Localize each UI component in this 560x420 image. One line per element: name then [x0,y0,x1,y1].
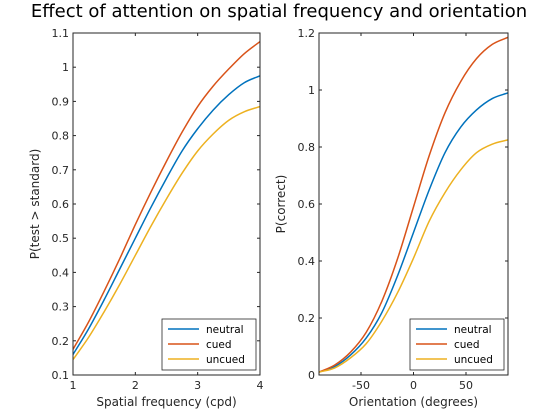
series-line-cued [73,40,260,350]
y-axis-label: P(test > standard) [28,149,42,260]
x-tick-label: 0 [410,379,417,392]
plot-area [73,33,260,375]
x-tick-label: 3 [194,379,201,392]
x-tick-label: 2 [132,379,139,392]
series-lines [73,40,260,361]
y-tick-label: 0.2 [52,335,70,348]
y-tick-label: 0.4 [52,266,70,279]
legend-label-neutral: neutral [206,324,244,336]
y-tick-label: 0.7 [52,164,70,177]
figure-title: Effect of attention on spatial frequency… [31,1,527,22]
x-tick-label: 1 [70,379,77,392]
x-axis-label: Orientation (degrees) [349,395,478,409]
y-tick-label: 0.6 [298,198,316,211]
y-tick-label: 1 [308,84,315,97]
y-tick-label: 1 [62,61,69,74]
legend: neutral cued uncued [161,318,257,371]
series-line-cued [319,36,508,373]
y-tick-label: 0.5 [52,232,70,245]
y-tick-label: 0.3 [52,301,70,314]
legend-label-uncued: uncued [454,354,493,366]
x-axis-label: Spatial frequency (cpd) [96,395,236,409]
y-tick-label: 0.8 [52,130,70,143]
y-tick-label: 0.9 [52,95,70,108]
y-tick-label: 1.2 [298,27,316,40]
left-chart-spatial-frequency: 0.1 0.2 0.3 0.4 0.5 0.6 0.7 0.8 0.9 1 1.1 1 2 3 4 Spati… [28,27,264,409]
y-tick-label: 0.4 [298,255,316,268]
plot-area [319,33,508,375]
y-tick-label: 0 [308,369,315,382]
y-tick-label: 0.1 [52,369,70,382]
x-tick-label: -50 [352,379,370,392]
series-line-neutral [319,92,508,373]
y-axis-label: P(correct) [274,175,288,234]
legend-label-uncued: uncued [206,354,245,366]
x-tick-label: 50 [459,379,473,392]
y-tick-label: 1.1 [52,27,70,40]
legend-label-cued: cued [206,339,232,351]
y-tick-label: 0.6 [52,198,70,211]
series-lines [319,36,508,373]
legend: neutral cued uncued [409,318,505,371]
series-line-neutral [73,75,260,355]
y-tick-label: 0.8 [298,141,316,154]
x-tick-label: 4 [257,379,264,392]
legend-label-cued: cued [454,339,480,351]
legend-label-neutral: neutral [454,324,492,336]
right-chart-orientation: 0 0.2 0.4 0.6 0.8 1 1.2 -50 0 50 Orientation (degr… [274,27,509,409]
series-line-uncued [73,105,260,361]
series-line-uncued [319,139,508,373]
y-tick-label: 0.2 [298,312,316,325]
